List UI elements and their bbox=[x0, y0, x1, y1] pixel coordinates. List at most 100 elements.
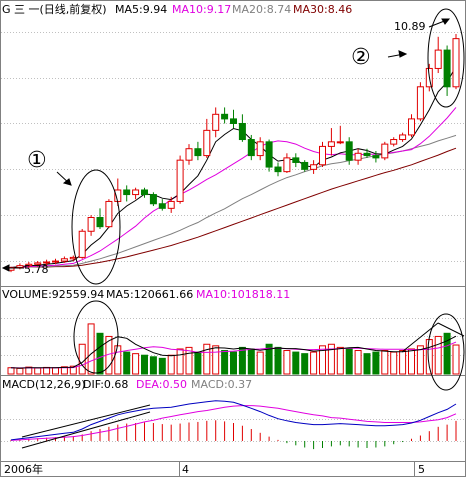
volume-bar-42 bbox=[381, 350, 389, 375]
volume-bar-31 bbox=[283, 350, 291, 375]
volume-bar-8 bbox=[78, 343, 86, 375]
volume-bar-9 bbox=[87, 323, 95, 375]
ellipse-marker-2 bbox=[427, 8, 465, 108]
candle-body-16 bbox=[149, 194, 157, 205]
volume-ma10-line bbox=[10, 341, 457, 369]
candle-body-41 bbox=[372, 155, 380, 159]
ma10-line bbox=[10, 107, 457, 268]
candle-3 bbox=[34, 261, 42, 267]
trendline-volume-right bbox=[437, 322, 465, 337]
candle-37 bbox=[336, 125, 344, 145]
candle-body-46 bbox=[416, 86, 424, 120]
candle-10 bbox=[96, 208, 104, 229]
volume-bar-17 bbox=[158, 357, 166, 375]
moving-average-lines bbox=[10, 65, 457, 268]
volume-bar-46 bbox=[416, 345, 424, 375]
volume-bar-15 bbox=[141, 354, 148, 375]
candle-23 bbox=[212, 107, 220, 138]
arrow-head-2 bbox=[398, 50, 408, 58]
volume-bar-49 bbox=[443, 332, 451, 375]
candle-body-48 bbox=[434, 49, 442, 69]
volume-header: VOLUME:92559.94 MA5:120661.66 MA10:10181… bbox=[2, 288, 290, 301]
candle-18 bbox=[167, 196, 175, 213]
candle-body-21 bbox=[194, 148, 202, 157]
candle-body-4 bbox=[43, 261, 51, 264]
candle-43 bbox=[390, 137, 398, 147]
candle-body-50 bbox=[452, 38, 460, 88]
macd-header: MACD(12,26,9) DIF:0.68 DEA:0.50 MACD:0.3… bbox=[2, 378, 252, 391]
volume-ma10-value: MA10:101818.11 bbox=[196, 288, 290, 301]
candle-body-24 bbox=[221, 113, 229, 120]
candle-body-40 bbox=[363, 152, 371, 157]
candle-30 bbox=[274, 162, 282, 177]
arrow-head-low bbox=[1, 264, 10, 272]
volume-ma5-value: MA5:120661.66 bbox=[106, 288, 193, 301]
volume-bar-34 bbox=[310, 351, 318, 375]
candle-19 bbox=[176, 155, 184, 204]
volume-bar-38 bbox=[345, 348, 353, 375]
candle-body-20 bbox=[185, 148, 193, 161]
macd-value: MACD:0.37 bbox=[191, 378, 252, 391]
ellipse-marker-1 bbox=[71, 169, 121, 285]
candle-35 bbox=[319, 141, 326, 168]
ma30-value: MA30:8.46 bbox=[293, 3, 352, 16]
candle-27 bbox=[247, 134, 255, 161]
candle-6 bbox=[60, 256, 68, 263]
candle-body-31 bbox=[283, 157, 291, 173]
time-label-4: 4 bbox=[182, 463, 189, 476]
time-axis-frame bbox=[0, 461, 466, 477]
candle-33 bbox=[301, 160, 309, 172]
candle-body-36 bbox=[327, 141, 335, 147]
volume-bar-20 bbox=[185, 346, 193, 375]
candle-body-14 bbox=[132, 189, 140, 196]
candle-body-35 bbox=[319, 145, 326, 166]
candle-body-32 bbox=[292, 157, 300, 163]
volume-bar-37 bbox=[336, 346, 344, 375]
candle-17 bbox=[158, 199, 166, 211]
time-label-2006: 2006年 bbox=[4, 462, 43, 476]
volume-bar-32 bbox=[292, 351, 300, 375]
candle-31 bbox=[283, 153, 291, 174]
volume-bar-30 bbox=[274, 346, 282, 375]
volume-bar-40 bbox=[363, 353, 371, 375]
candle-48 bbox=[434, 36, 442, 74]
price-header: G 三 一(日线,前复权) MA5:9.94 MA10:9.17 MA20:8.… bbox=[2, 2, 352, 16]
marker-1-label: ① bbox=[27, 148, 47, 173]
volume-bar-36 bbox=[327, 343, 335, 375]
candle-26 bbox=[238, 114, 246, 142]
candle-body-33 bbox=[301, 161, 309, 170]
candle-20 bbox=[185, 144, 193, 165]
candle-body-19 bbox=[176, 159, 184, 202]
candle-14 bbox=[132, 187, 140, 200]
macd-histogram bbox=[10, 420, 457, 450]
ma5-value: MA5:9.94 bbox=[115, 3, 167, 16]
candle-body-1 bbox=[16, 265, 24, 268]
candle-body-9 bbox=[87, 217, 95, 232]
ma10-value: MA10:9.17 bbox=[172, 3, 231, 16]
candle-body-49 bbox=[443, 49, 451, 88]
candle-body-13 bbox=[123, 189, 131, 196]
volume-bar-48 bbox=[434, 335, 442, 375]
candle-body-37 bbox=[336, 141, 344, 144]
time-label-5: 5 bbox=[418, 463, 425, 476]
candle-11 bbox=[105, 199, 113, 229]
candle-24 bbox=[221, 107, 229, 124]
volume-bar-35 bbox=[319, 345, 326, 375]
volume-ma5-line bbox=[10, 335, 457, 369]
candle-34 bbox=[310, 160, 318, 174]
volume-bar-18 bbox=[167, 354, 175, 375]
volume-bar-16 bbox=[149, 356, 157, 375]
candle-41 bbox=[372, 151, 380, 163]
volume-bar-44 bbox=[399, 350, 407, 375]
candle-46 bbox=[416, 82, 424, 122]
candle-38 bbox=[345, 137, 353, 165]
candle-body-23 bbox=[212, 113, 220, 131]
candle-body-39 bbox=[354, 152, 362, 161]
candle-32 bbox=[292, 153, 300, 168]
high-price-label: 10.89 bbox=[394, 20, 426, 33]
candle-body-11 bbox=[105, 200, 113, 228]
candle-body-34 bbox=[310, 164, 318, 170]
candlesticks bbox=[7, 34, 460, 273]
volume-bar-27 bbox=[247, 348, 255, 375]
volume-bar-4 bbox=[43, 366, 51, 375]
